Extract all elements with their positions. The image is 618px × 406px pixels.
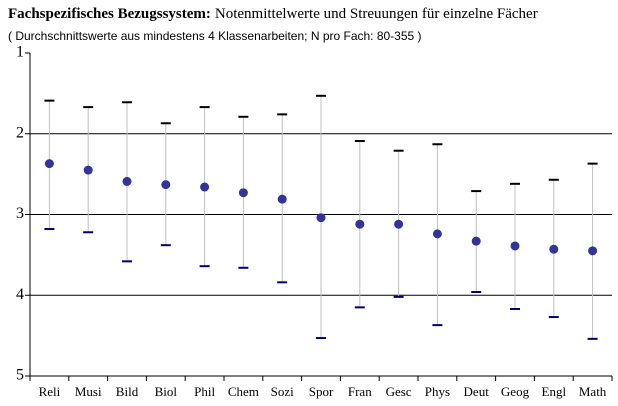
title-rest: Notenmittelwerte und Streuungen für einz… — [215, 6, 538, 22]
mean-dot — [44, 159, 54, 169]
chart-title: Fachspezifisches Bezugssystem: Notenmitte… — [8, 6, 538, 22]
y-tick-label: 5 — [16, 367, 24, 384]
x-tick-label: Gesc — [386, 384, 412, 399]
x-tick-label: Fran — [348, 384, 372, 399]
x-tick-label: Geog — [501, 384, 530, 399]
y-tick-label: 2 — [16, 124, 24, 141]
x-tick-label: Spor — [309, 384, 334, 399]
x-tick-label: Phys — [425, 384, 450, 399]
mean-dot — [316, 213, 326, 223]
mean-dot — [277, 194, 287, 204]
x-tick-label: Chem — [228, 384, 259, 399]
mean-dot — [432, 229, 442, 239]
mean-dot — [238, 188, 248, 198]
title-bold: Fachspezifisches Bezugssystem: — [8, 6, 211, 22]
mean-dot — [161, 180, 171, 190]
mean-dot — [394, 219, 404, 229]
x-tick-label: Deut — [464, 384, 490, 399]
x-tick-label: Biol — [155, 384, 178, 399]
x-tick-label: Sozi — [271, 384, 295, 399]
y-tick-label: 1 — [16, 44, 24, 61]
chart-subtitle: ( Durchschnittswerte aus mindestens 4 Kl… — [8, 29, 422, 43]
x-tick-label: Phil — [194, 384, 215, 399]
x-tick-label: Bild — [116, 384, 139, 399]
mean-dot — [355, 219, 365, 229]
x-tick-label: Musi — [75, 384, 102, 399]
y-tick-label: 3 — [16, 205, 24, 222]
x-tick-label: Reli — [39, 384, 61, 399]
x-tick-label: Engl — [542, 384, 567, 399]
mean-dot — [588, 246, 598, 256]
x-tick-label: Math — [579, 384, 607, 399]
mean-dot — [510, 241, 520, 251]
mean-dot — [200, 182, 210, 192]
y-tick-label: 4 — [16, 286, 24, 303]
mean-dot — [83, 165, 93, 175]
mean-dot — [122, 176, 132, 186]
mean-dot — [471, 236, 481, 246]
mean-dot — [549, 244, 559, 254]
